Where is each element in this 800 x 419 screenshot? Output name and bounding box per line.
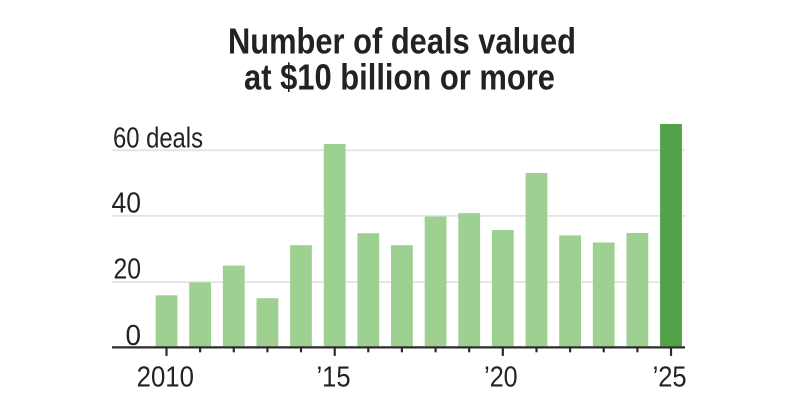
svg-text:Number of deals valued: Number of deals valued — [228, 20, 576, 61]
svg-text:20: 20 — [114, 254, 142, 286]
svg-text:2010: 2010 — [137, 361, 194, 393]
svg-text:60 deals: 60 deals — [113, 122, 203, 154]
svg-text:’20: ’20 — [484, 361, 518, 393]
svg-text:’15: ’15 — [317, 361, 351, 393]
svg-text:’25: ’25 — [653, 361, 687, 393]
svg-text:at $10 billion or more: at $10 billion or more — [244, 56, 555, 97]
svg-text:0: 0 — [126, 320, 142, 352]
svg-text:40: 40 — [112, 188, 142, 220]
